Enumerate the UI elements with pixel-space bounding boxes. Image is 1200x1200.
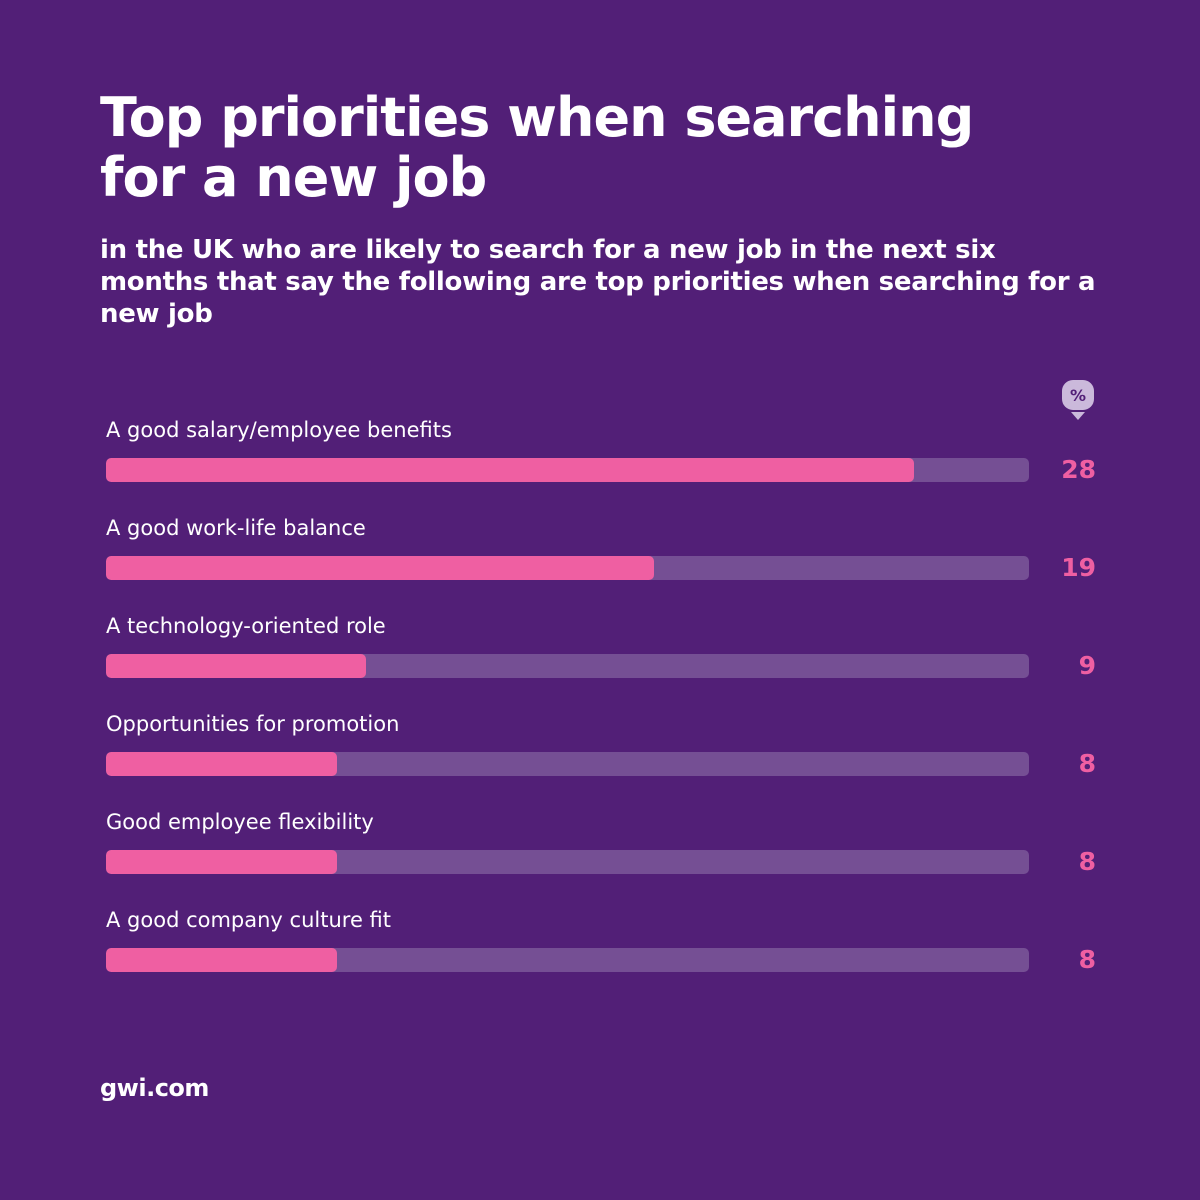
bar-label: A good salary/employee benefits	[106, 418, 452, 442]
bar-label: Good employee flexibility	[106, 810, 374, 834]
bar-row: Opportunities for promotion 8	[0, 710, 1200, 780]
bar-value-label: 8	[1078, 945, 1096, 974]
bar-row: A good work-life balance 19	[0, 514, 1200, 584]
bar-track	[106, 752, 1029, 776]
bar-value-label: 8	[1078, 749, 1096, 778]
bar	[106, 752, 337, 776]
bar-row: A technology-oriented role 9	[0, 612, 1200, 682]
chevron-down-icon	[1071, 412, 1085, 420]
percent-unit-badge: %	[1062, 380, 1094, 410]
bar-label: A good work-life balance	[106, 516, 366, 540]
bar-track	[106, 850, 1029, 874]
bar-value-label: 28	[1061, 455, 1096, 484]
bar-row: A good salary/employee benefits 28	[0, 416, 1200, 486]
bar-track	[106, 458, 1029, 482]
bar-label: Opportunities for promotion	[106, 712, 400, 736]
bar-row: A good company culture fit 8	[0, 906, 1200, 976]
chart-title: Top priorities when searching for a new …	[100, 86, 974, 209]
bar	[106, 948, 337, 972]
bar	[106, 850, 337, 874]
bar	[106, 556, 654, 580]
source-link[interactable]: gwi.com	[100, 1074, 209, 1102]
bar-value-label: 8	[1078, 847, 1096, 876]
bar-track	[106, 948, 1029, 972]
bar-track	[106, 556, 1029, 580]
bar-label: A good company culture fit	[106, 908, 391, 932]
bar	[106, 654, 366, 678]
bar-value-label: 9	[1078, 651, 1096, 680]
bar-value-label: 19	[1061, 553, 1096, 582]
bar-row: Good employee flexibility 8	[0, 808, 1200, 878]
bar-track	[106, 654, 1029, 678]
bar	[106, 458, 914, 482]
chart-subtitle: in the UK who are likely to search for a…	[100, 235, 1096, 329]
bar-label: A technology-oriented role	[106, 614, 386, 638]
